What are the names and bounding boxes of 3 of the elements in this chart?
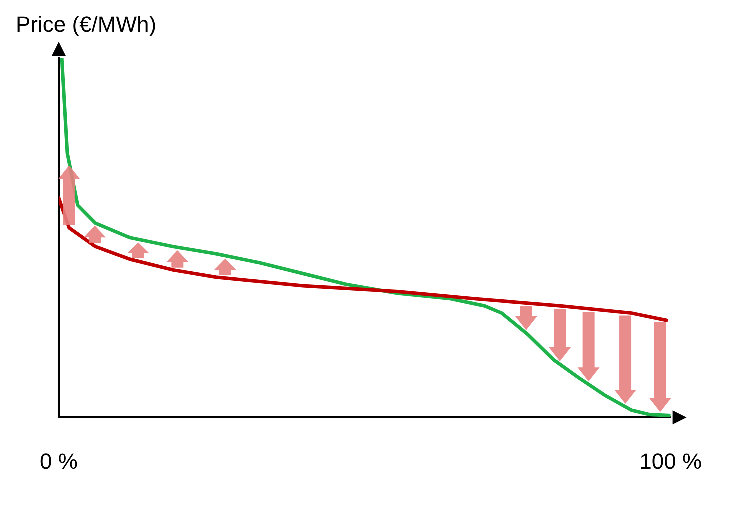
x-tick-label: 100 % [640, 448, 702, 474]
x-tick-label: 0 % [40, 448, 78, 474]
y-axis-title: Price (€/MWh) [16, 12, 157, 38]
